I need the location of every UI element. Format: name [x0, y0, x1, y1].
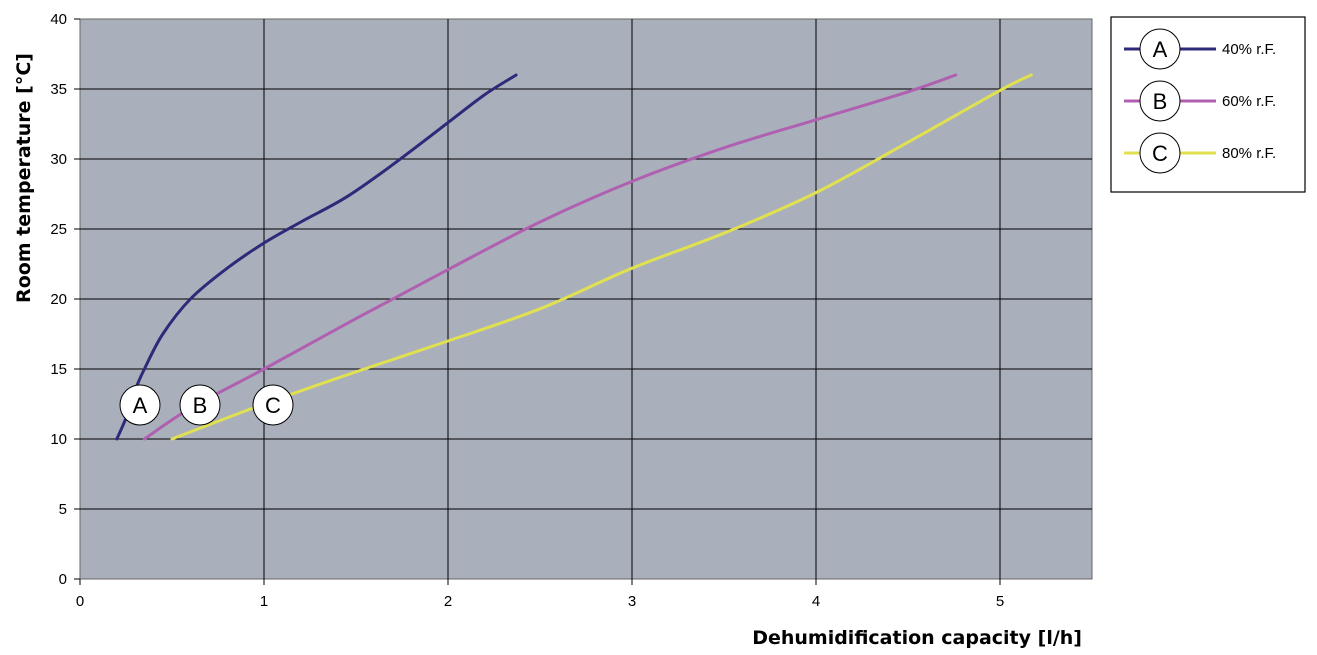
tick-labels: 0 1 2 3 4 5 0 5 10 15 20 25 30 35 40	[50, 11, 1004, 610]
series-line-c	[170, 73, 1033, 441]
legend-label: 40% r.F.	[1222, 41, 1276, 58]
y-tick-label: 25	[50, 221, 67, 238]
marker-letter: A	[133, 393, 148, 418]
grid	[74, 18, 1092, 585]
legend: A 40% r.F. B 60% r.F. C 80% r.F.	[1110, 16, 1306, 193]
x-axis-title: Dehumidification capacity [l/h]	[752, 627, 1082, 649]
series-marker-c: C	[252, 384, 294, 426]
legend-label: 60% r.F.	[1222, 93, 1276, 110]
legend-circle	[1139, 80, 1181, 122]
x-tick-label: 5	[996, 593, 1004, 610]
y-tick-label: 20	[50, 291, 67, 308]
y-tick-label: 0	[59, 571, 67, 588]
x-tick-label: 4	[812, 593, 820, 610]
legend-entry-c: C 80% r.F.	[1124, 132, 1276, 174]
legend-letter: A	[1153, 37, 1168, 62]
y-tick-label: 30	[50, 151, 67, 168]
legend-letter: B	[1153, 89, 1168, 114]
y-tick-label: 35	[50, 81, 67, 98]
marker-circle	[179, 384, 221, 426]
x-tick-label: 1	[260, 593, 268, 610]
y-tick-label: 40	[50, 11, 67, 28]
legend-entry-a: A 40% r.F.	[1124, 28, 1276, 70]
y-axis-title: Room temperature [°C]	[13, 53, 35, 303]
x-tick-label: 0	[76, 593, 84, 610]
marker-circle	[252, 384, 294, 426]
legend-entry-b: B 60% r.F.	[1124, 80, 1276, 122]
series-line-b	[142, 73, 958, 441]
x-tick-label: 2	[444, 593, 452, 610]
series-markers: A B C	[119, 384, 294, 426]
y-tick-label: 10	[50, 431, 67, 448]
legend-circle	[1139, 28, 1181, 70]
y-tick-label: 5	[59, 501, 67, 518]
series-marker-b: B	[179, 384, 221, 426]
y-tick-label: 15	[50, 361, 67, 378]
legend-letter: C	[1152, 141, 1168, 166]
legend-circle	[1139, 132, 1181, 174]
legend-label: 80% r.F.	[1222, 145, 1276, 162]
x-tick-label: 3	[628, 593, 636, 610]
marker-letter: C	[265, 393, 281, 418]
marker-letter: B	[193, 393, 208, 418]
series-marker-a: A	[119, 384, 161, 426]
marker-circle	[119, 384, 161, 426]
